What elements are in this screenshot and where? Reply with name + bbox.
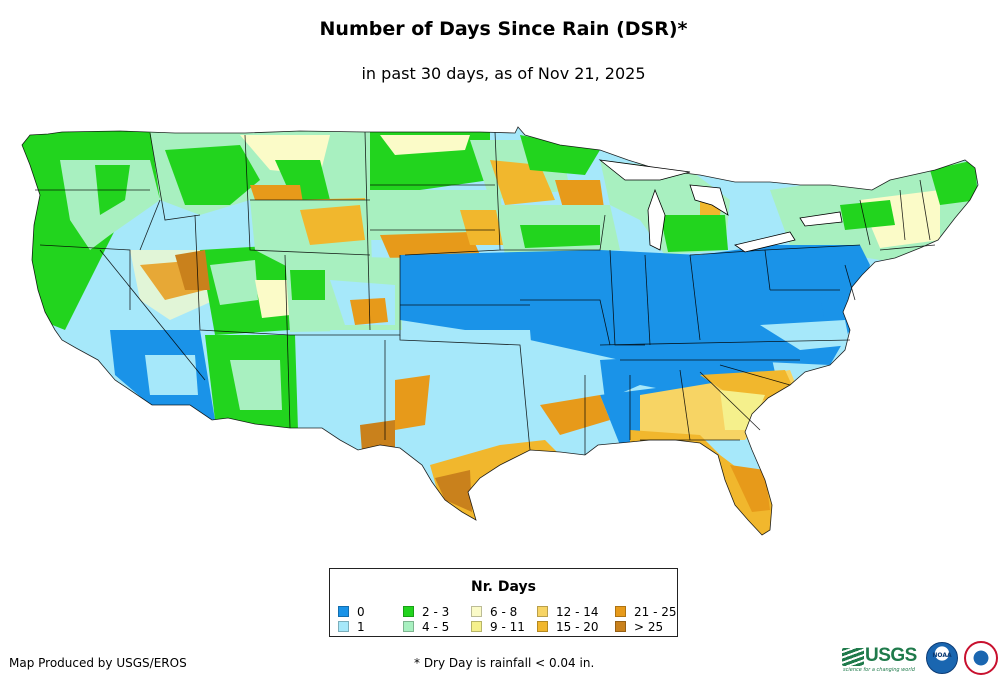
legend-swatch	[471, 606, 482, 617]
legend-label: 1	[357, 620, 365, 634]
legend-label: 21 - 25	[634, 605, 677, 619]
legend-item: 4 - 5	[403, 620, 449, 634]
noaa-seal-icon: NOAA	[926, 642, 958, 674]
legend-item: 1	[338, 620, 365, 634]
nws-seal-icon	[964, 641, 998, 675]
legend-label: 15 - 20	[556, 620, 599, 634]
legend-swatch	[403, 621, 414, 632]
legend-swatch	[615, 621, 626, 632]
legend-item: 0	[338, 605, 365, 619]
producer-credit: Map Produced by USGS/EROS	[9, 656, 187, 670]
legend-swatch	[537, 606, 548, 617]
legend-swatch	[615, 606, 626, 617]
legend-label: 9 - 11	[490, 620, 525, 634]
legend-item: 9 - 11	[471, 620, 525, 634]
noaa-logo-text: NOAA	[932, 652, 952, 659]
agency-logos: USGS science for a changing world NOAA	[842, 640, 1002, 680]
usgs-wave-icon	[842, 648, 864, 666]
legend-item: 15 - 20	[537, 620, 599, 634]
usgs-tagline: science for a changing world	[843, 667, 915, 673]
legend-label: 2 - 3	[422, 605, 450, 619]
dry-day-footnote: * Dry Day is rainfall < 0.04 in.	[414, 656, 595, 670]
legend-label: 6 - 8	[490, 605, 518, 619]
legend-swatch	[403, 606, 414, 617]
legend-label: > 25	[634, 620, 664, 634]
legend-item: > 25	[615, 620, 663, 634]
legend-item: 21 - 25	[615, 605, 677, 619]
legend-swatch	[537, 621, 548, 632]
legend-label: 12 - 14	[556, 605, 599, 619]
legend-item: 6 - 8	[471, 605, 517, 619]
usgs-logo: USGS science for a changing world	[842, 645, 918, 673]
map-title: Number of Days Since Rain (DSR)*	[319, 18, 688, 40]
legend-item: 12 - 14	[537, 605, 599, 619]
legend-title: Nr. Days	[471, 579, 536, 595]
legend-swatch	[338, 621, 349, 632]
legend-item: 2 - 3	[403, 605, 449, 619]
map-subtitle: in past 30 days, as of Nov 21, 2025	[361, 64, 646, 83]
legend-label: 0	[357, 605, 365, 619]
legend-swatch	[338, 606, 349, 617]
legend-label: 4 - 5	[422, 620, 450, 634]
legend-swatch	[471, 621, 482, 632]
usgs-logo-text: USGS	[865, 645, 917, 666]
